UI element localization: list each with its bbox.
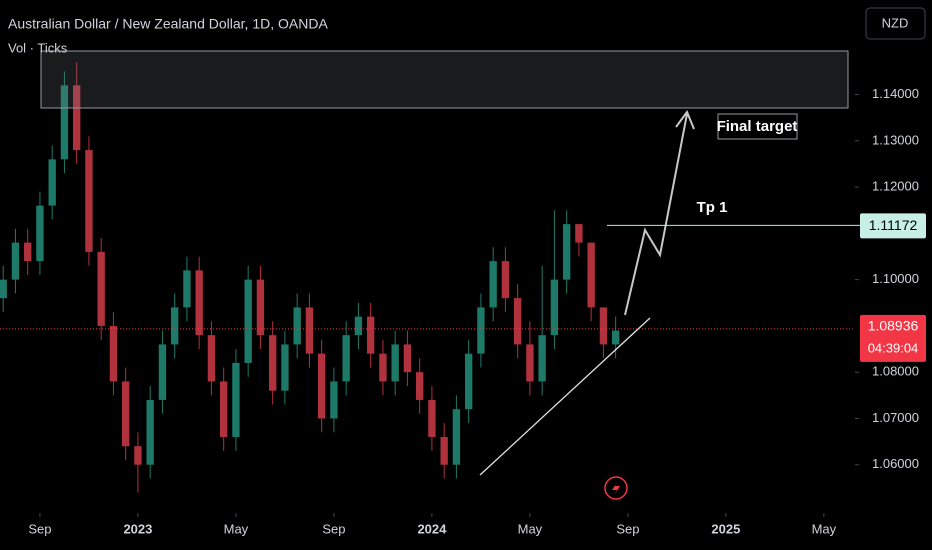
x-tick-label: 2025 <box>711 521 740 536</box>
chart-title: Australian Dollar / New Zealand Dollar, … <box>8 16 328 32</box>
candle-body <box>48 159 56 206</box>
tp-box <box>860 213 926 239</box>
x-tick-label: 2023 <box>123 521 152 536</box>
projection-arrow <box>624 113 688 316</box>
candle-body <box>526 344 534 382</box>
y-tick-label: 1.10000 <box>872 271 919 286</box>
candles <box>0 62 859 517</box>
last-price-label: 1.08936 <box>868 318 919 334</box>
y-tick-label: 1.14000 <box>872 86 919 101</box>
currency-label: NZD <box>882 15 909 30</box>
candle-body <box>403 344 412 373</box>
candle-body <box>134 446 142 465</box>
last-price-box <box>860 314 926 362</box>
candle-body <box>36 205 44 262</box>
alert-bolt <box>612 481 620 496</box>
candle-body <box>330 381 338 419</box>
alert-icon[interactable] <box>604 476 628 500</box>
candle-body <box>599 307 608 345</box>
y-tick-label: 1.13000 <box>872 132 919 147</box>
candle-body <box>489 261 497 308</box>
x-tick-label: May <box>518 521 543 536</box>
candle-body <box>146 399 154 465</box>
x-tick-label: Sep <box>322 521 345 536</box>
candle-body <box>109 325 118 382</box>
candle-body <box>281 344 289 391</box>
final-target-box <box>717 113 798 140</box>
candle-body <box>415 372 424 400</box>
candle-body <box>171 307 179 345</box>
arrow-head <box>675 109 695 130</box>
candle-body <box>379 353 387 382</box>
x-tick-label: May <box>812 521 837 536</box>
y-tick-label: 1.06000 <box>872 456 919 471</box>
candle-body <box>97 251 105 326</box>
candle-body <box>452 409 461 465</box>
target-zone <box>40 50 849 109</box>
candle-body <box>440 436 448 465</box>
candle-body <box>195 270 203 336</box>
candle-body <box>73 85 81 151</box>
x-tick-label: Sep <box>28 521 51 536</box>
trend-line <box>479 317 651 476</box>
candle-body <box>122 381 130 447</box>
candle-body <box>342 335 350 382</box>
x-tick-label: 2024 <box>417 521 447 536</box>
x-tick-label: May <box>224 521 249 536</box>
candle-body <box>293 307 301 345</box>
candle-body <box>207 335 216 382</box>
y-tick-label: 1.08000 <box>872 364 919 379</box>
x-tick-label: Sep <box>616 521 639 536</box>
candle-body <box>183 270 191 308</box>
final-target-label: Final target <box>717 118 798 135</box>
candle-body <box>158 344 167 400</box>
candle-body <box>513 298 522 345</box>
candle-body <box>0 279 7 299</box>
candle-body <box>305 307 314 354</box>
candle-body <box>501 261 510 299</box>
candle-body <box>232 362 240 437</box>
candle-body <box>562 224 571 280</box>
candle-body <box>538 335 546 382</box>
countdown-label: 04:39:04 <box>868 340 919 355</box>
tp-price-label: 1.11172 <box>869 217 918 233</box>
candle-body <box>428 399 436 437</box>
candle-body <box>60 85 69 160</box>
indicator-label: Vol · Ticks <box>8 40 68 55</box>
candle-body <box>391 344 399 382</box>
candle-body <box>11 242 20 280</box>
candle-body <box>244 279 252 363</box>
candle-body <box>85 150 93 252</box>
tp1-label: Tp 1 <box>697 199 728 216</box>
candle-body <box>575 224 583 243</box>
y-tick-label: 1.07000 <box>872 410 919 425</box>
candle-body <box>366 316 375 354</box>
candle-body <box>550 279 559 336</box>
candle-body <box>611 330 620 345</box>
candle-body <box>219 381 228 437</box>
candle-body <box>464 353 473 410</box>
currency-button[interactable] <box>865 7 926 40</box>
candle-body <box>354 316 363 336</box>
candle-body <box>256 279 265 336</box>
candle-body <box>587 242 595 308</box>
candle-body <box>268 335 277 391</box>
y-tick-label: 1.12000 <box>872 179 919 194</box>
candle-body <box>24 242 32 262</box>
candle-body <box>317 353 326 419</box>
candle-body <box>477 307 485 354</box>
